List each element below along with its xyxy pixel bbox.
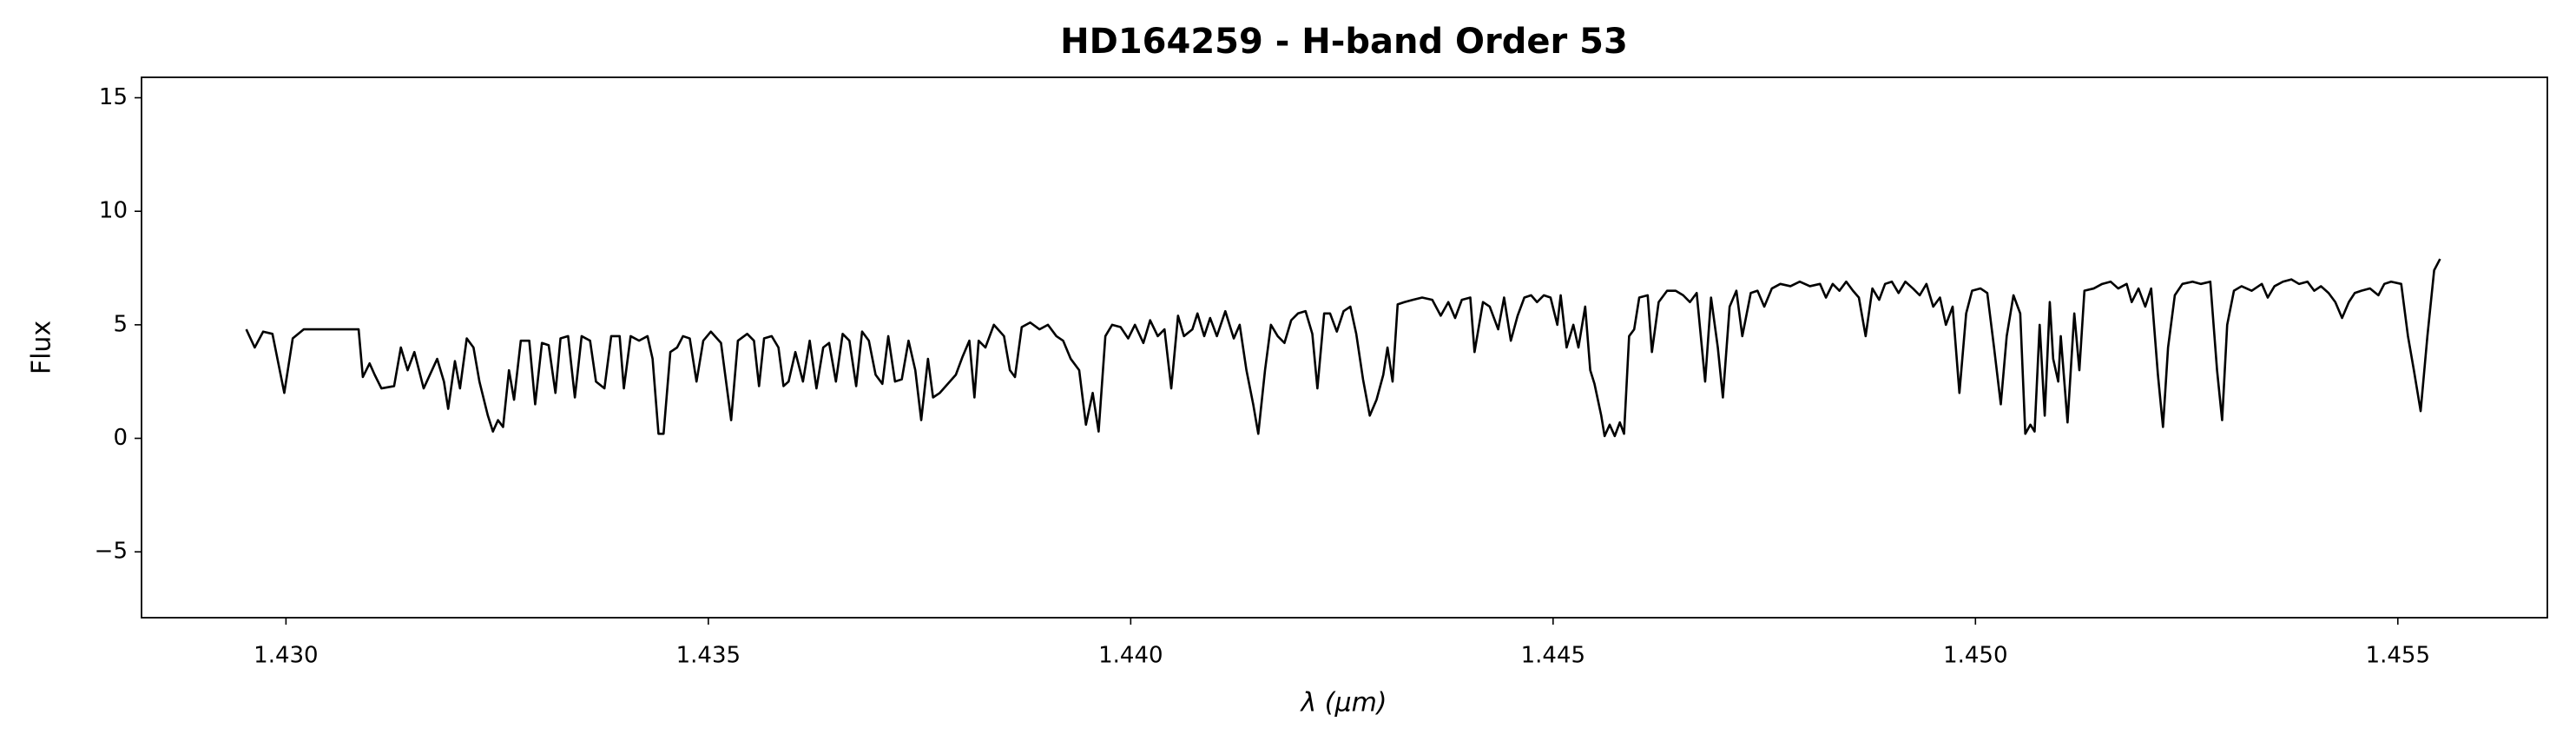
- y-tick-label: 0: [113, 425, 128, 451]
- plot-frame: [141, 76, 2548, 619]
- x-tick-label: 1.440: [1098, 643, 1163, 669]
- x-tick-label: 1.450: [1943, 643, 2007, 669]
- x-axis-label: λ (μm): [1299, 688, 1387, 718]
- spectrum-line: [245, 258, 2441, 438]
- y-tick-label: −5: [95, 539, 128, 565]
- x-tick-label: 1.455: [2366, 643, 2430, 669]
- y-tick-label: 5: [113, 311, 128, 337]
- chart-title: HD164259 - H-band Order 53: [1060, 22, 1628, 62]
- y-tick-label: 10: [99, 198, 128, 224]
- y-axis-label: Flux: [27, 321, 57, 374]
- x-tick-label: 1.445: [1521, 643, 1585, 669]
- x-tick-label: 1.435: [676, 643, 741, 669]
- x-tick-label: 1.430: [254, 643, 318, 669]
- y-tick-label: 15: [99, 84, 128, 110]
